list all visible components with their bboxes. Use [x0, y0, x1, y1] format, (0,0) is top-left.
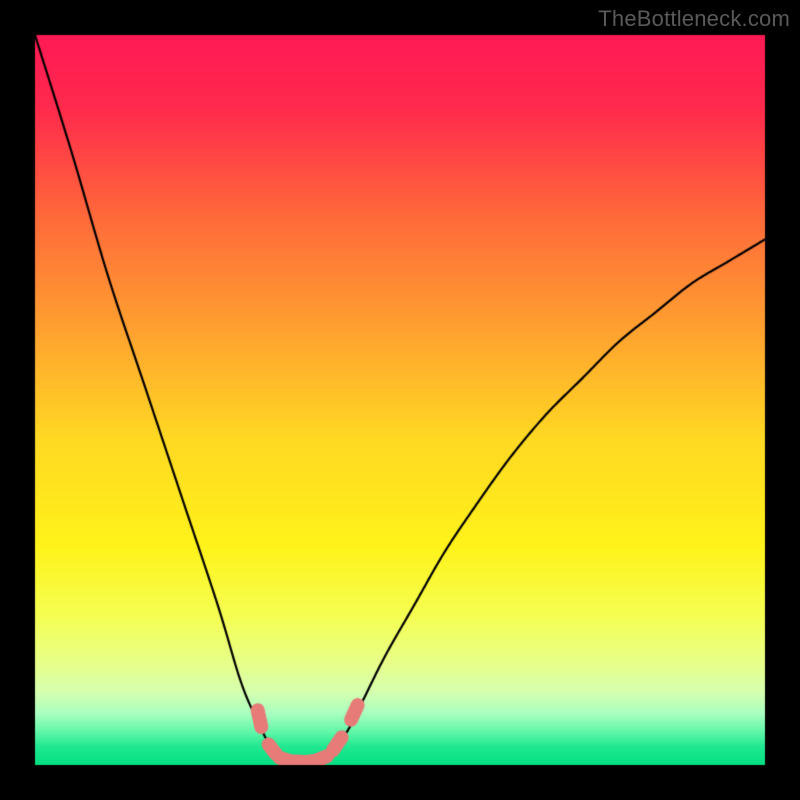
- bottleneck-chart-canvas: [0, 0, 800, 800]
- chart-container: TheBottleneck.com: [0, 0, 800, 800]
